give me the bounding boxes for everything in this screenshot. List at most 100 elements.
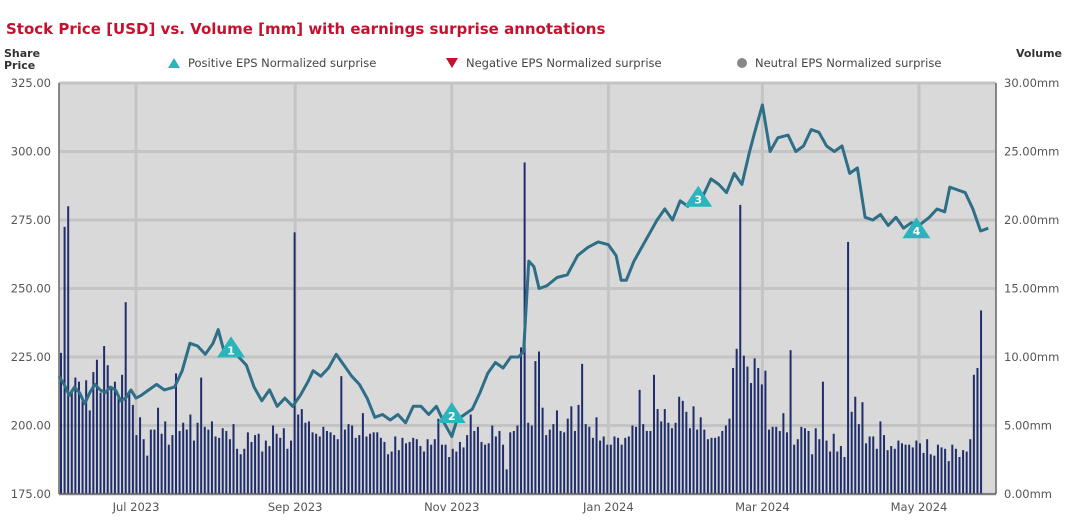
- volume-bar: [936, 444, 939, 494]
- volume-bar: [351, 425, 354, 494]
- volume-bar: [530, 425, 533, 494]
- volume-bar: [681, 400, 684, 494]
- y-tick-left: 225.00: [11, 350, 51, 364]
- volume-bar: [879, 421, 882, 494]
- volume-bar: [951, 444, 954, 494]
- volume-bar: [811, 454, 814, 494]
- volume-bar: [254, 435, 257, 494]
- volume-bar: [469, 414, 472, 494]
- volume-bar: [900, 443, 903, 494]
- volume-bar: [653, 374, 656, 494]
- volume-bar: [444, 444, 447, 494]
- y-tick-right: 15.00mm: [1004, 282, 1059, 296]
- legend-item-negative[interactable]: Negative EPS Normalized surprise: [446, 56, 662, 70]
- volume-bar: [908, 444, 911, 494]
- volume-bar: [437, 418, 440, 494]
- volume-bar: [958, 457, 961, 494]
- volume-bar: [200, 377, 203, 494]
- volume-bar: [412, 437, 415, 494]
- legend-item-neutral[interactable]: Neutral EPS Normalized surprise: [737, 56, 941, 70]
- volume-bar: [387, 454, 390, 494]
- volume-bar: [243, 448, 246, 494]
- volume-bar: [264, 440, 267, 494]
- y-tick-right: 30.00mm: [1004, 76, 1059, 90]
- volume-bar: [663, 409, 666, 494]
- volume-bar: [232, 424, 235, 494]
- volume-bar: [95, 359, 98, 494]
- volume-bar: [552, 424, 555, 494]
- volume-bar: [218, 437, 221, 494]
- volume-bar: [257, 433, 260, 494]
- price-line: [57, 103, 989, 438]
- volume-bar: [340, 376, 343, 494]
- volume-bar: [149, 429, 152, 494]
- legend-label-positive: Positive EPS Normalized surprise: [188, 56, 377, 70]
- volume-bar: [121, 374, 124, 494]
- volume-bar: [63, 226, 66, 494]
- volume-bar: [286, 448, 289, 494]
- volume-bar: [185, 429, 188, 494]
- volume-bar: [458, 441, 461, 494]
- x-tick-label: Nov 2023: [424, 500, 479, 514]
- volume-bar: [699, 417, 702, 494]
- volume-bar: [821, 381, 824, 494]
- volume-bar: [631, 425, 634, 494]
- volume-bar: [627, 436, 630, 494]
- volume-bar: [645, 430, 648, 494]
- x-tick-label: Sep 2023: [268, 500, 323, 514]
- volume-bar: [139, 417, 142, 494]
- volume-bar: [311, 432, 314, 494]
- volume-bar: [976, 367, 979, 494]
- volume-bar: [520, 347, 523, 494]
- volume-bar: [484, 444, 487, 494]
- volume-bar: [696, 429, 699, 494]
- volume-bar: [103, 346, 106, 494]
- volume-bar: [415, 439, 418, 494]
- y-tick-left: 175.00: [11, 487, 51, 501]
- volume-bar: [649, 430, 652, 494]
- volume-bar: [714, 437, 717, 494]
- volume-bar: [279, 437, 282, 494]
- volume-bar: [599, 440, 602, 494]
- volume-bar: [929, 454, 932, 494]
- volume-bar: [843, 457, 846, 494]
- volume-bar: [516, 425, 519, 494]
- volume-bar: [318, 436, 321, 494]
- volume-bar: [401, 437, 404, 494]
- earnings-marker: [684, 185, 713, 207]
- volume-bar: [566, 418, 569, 494]
- volume-bar: [933, 455, 936, 494]
- volume-bar: [793, 444, 796, 494]
- volume-bar: [548, 429, 551, 494]
- volume-bar: [940, 447, 943, 494]
- earnings-marker-label: 4: [913, 225, 921, 238]
- volume-bar: [947, 461, 950, 494]
- legend-item-positive[interactable]: Positive EPS Normalized surprise: [168, 56, 376, 70]
- volume-bar: [315, 433, 318, 494]
- volume-bar: [850, 411, 853, 494]
- volume-bar: [77, 381, 80, 494]
- volume-bar: [588, 426, 591, 494]
- y-tick-left: 250.00: [11, 282, 51, 296]
- volume-bar: [768, 429, 771, 494]
- volume-bar: [85, 380, 88, 494]
- y-tick-right: 5.00mm: [1004, 419, 1052, 433]
- y-tick-right: 10.00mm: [1004, 350, 1059, 364]
- volume-bar: [210, 421, 213, 494]
- volume-bar: [473, 430, 476, 494]
- volume-bar: [617, 437, 620, 494]
- volume-bar: [268, 446, 271, 494]
- volume-bar: [88, 410, 91, 494]
- volume-bar: [660, 421, 663, 494]
- chart-title: Stock Price [USD] vs. Volume [mm] with e…: [6, 20, 606, 38]
- legend-label-negative: Negative EPS Normalized surprise: [466, 56, 662, 70]
- volume-bar: [962, 450, 965, 494]
- volume-bar: [221, 428, 224, 494]
- volume-bar: [753, 358, 756, 494]
- volume-bar: [746, 366, 749, 494]
- volume-bar: [545, 435, 548, 494]
- volume-bar: [462, 447, 465, 494]
- volume-bar: [674, 422, 677, 494]
- volume-bar: [300, 409, 303, 494]
- volume-bar: [836, 451, 839, 494]
